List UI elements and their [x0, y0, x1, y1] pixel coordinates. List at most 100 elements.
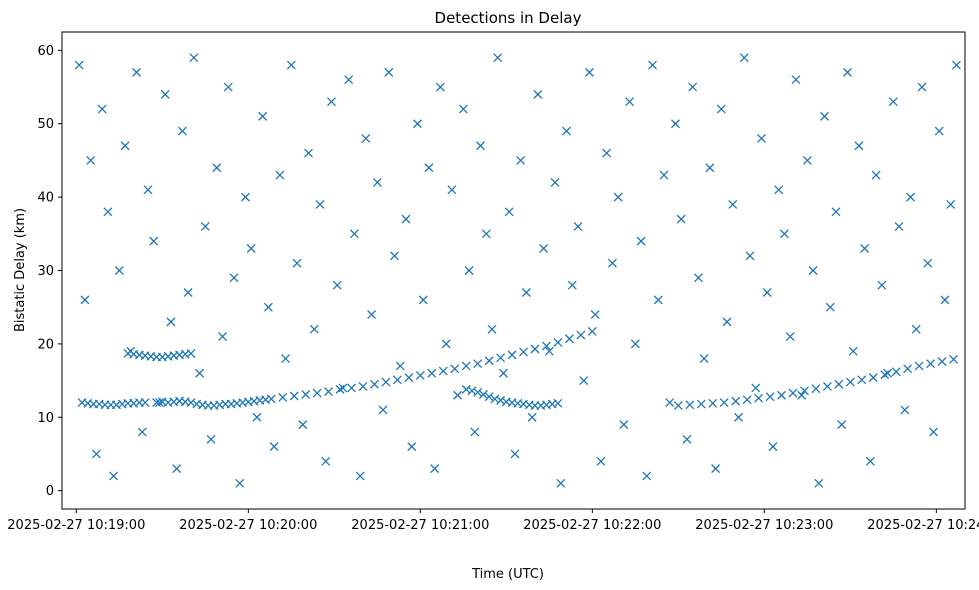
data-point — [542, 341, 551, 351]
data-point — [263, 302, 273, 312]
data-point — [742, 395, 752, 405]
plot-frame — [61, 31, 966, 510]
data-point — [390, 251, 399, 261]
data-point — [877, 280, 887, 290]
data-point — [716, 104, 726, 114]
data-point — [103, 207, 113, 217]
data-point — [404, 373, 414, 383]
data-point — [269, 442, 279, 452]
data-point — [407, 442, 417, 452]
data-point — [539, 244, 549, 253]
data-point — [418, 295, 428, 305]
data-point — [335, 384, 345, 394]
data-point — [734, 412, 743, 422]
data-point — [358, 381, 368, 391]
data-point — [934, 126, 944, 136]
data-point — [309, 324, 319, 334]
data-point — [940, 295, 950, 305]
data-point — [378, 405, 388, 415]
data-point — [519, 347, 528, 357]
data-point — [461, 384, 471, 394]
data-point — [745, 251, 755, 261]
data-point — [430, 464, 440, 474]
data-point — [579, 376, 589, 386]
data-point — [312, 388, 322, 398]
data-point — [544, 346, 554, 356]
data-point — [848, 346, 858, 356]
data-point — [476, 141, 485, 151]
data-point — [722, 317, 732, 327]
data-point — [120, 141, 130, 151]
data-point — [186, 348, 196, 358]
data-point — [349, 229, 359, 239]
data-point — [91, 449, 101, 459]
data-point — [590, 310, 600, 319]
data-point — [266, 394, 276, 404]
y-axis-label: Bistatic Delay (km) — [13, 208, 28, 332]
data-point — [424, 163, 434, 173]
data-point — [619, 420, 629, 430]
data-point — [338, 383, 348, 393]
data-point — [461, 361, 471, 371]
data-point — [751, 383, 761, 393]
data-point — [779, 229, 789, 239]
data-point — [768, 442, 778, 452]
data-point — [923, 258, 933, 268]
data-point — [625, 97, 635, 107]
data-point — [731, 396, 741, 406]
data-point — [478, 390, 488, 399]
y-tick-label: 10 — [37, 411, 54, 426]
data-point — [587, 326, 597, 336]
data-point — [949, 354, 958, 364]
data-point — [367, 310, 377, 319]
data-point — [814, 478, 824, 488]
data-point — [900, 405, 910, 415]
data-point — [516, 155, 526, 165]
data-point — [926, 359, 936, 369]
data-point — [401, 214, 411, 224]
data-point — [298, 420, 308, 430]
data-point — [361, 133, 371, 143]
data-point — [854, 141, 864, 151]
data-point — [613, 192, 623, 202]
data-point — [530, 344, 540, 354]
data-point — [246, 244, 256, 253]
data-point — [355, 471, 365, 481]
data-point — [496, 353, 506, 363]
data-point — [676, 214, 686, 224]
data-point — [888, 97, 898, 107]
data-point — [458, 104, 468, 114]
data-point — [774, 185, 784, 195]
data-point — [711, 464, 721, 474]
data-point — [301, 390, 311, 399]
y-tick-label: 0 — [46, 484, 54, 499]
data-point — [74, 60, 84, 70]
data-point — [252, 412, 262, 422]
data-point — [137, 427, 147, 437]
data-point — [739, 53, 749, 63]
data-point — [324, 387, 334, 397]
data-point — [659, 170, 669, 180]
data-point — [883, 368, 893, 378]
data-point — [109, 471, 119, 481]
data-point — [447, 185, 457, 195]
data-point — [937, 357, 947, 366]
data-point — [289, 391, 299, 401]
data-point — [596, 456, 606, 466]
data-point — [802, 155, 812, 165]
data-point — [762, 288, 772, 297]
data-point — [860, 244, 870, 253]
data-point — [392, 375, 402, 385]
data-point — [696, 399, 706, 409]
data-point — [384, 67, 394, 77]
data-point — [521, 288, 531, 297]
data-point — [149, 236, 159, 246]
data-point — [212, 163, 222, 173]
data-point — [327, 97, 336, 107]
data-point — [911, 324, 921, 334]
data-point — [765, 392, 775, 402]
data-point — [837, 420, 847, 430]
x-tick-label: 2025-02-27 10:21:00 — [351, 518, 489, 533]
data-point — [845, 377, 855, 387]
